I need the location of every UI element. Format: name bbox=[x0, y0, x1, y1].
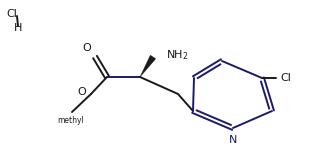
Text: O: O bbox=[77, 87, 86, 97]
Text: methyl: methyl bbox=[58, 116, 84, 125]
Polygon shape bbox=[140, 55, 156, 77]
Text: Cl: Cl bbox=[280, 73, 291, 83]
Text: NH$_2$: NH$_2$ bbox=[166, 48, 189, 62]
Text: N: N bbox=[229, 135, 237, 145]
Text: H: H bbox=[14, 23, 22, 33]
Text: Cl: Cl bbox=[6, 9, 17, 19]
Text: O: O bbox=[82, 43, 91, 53]
